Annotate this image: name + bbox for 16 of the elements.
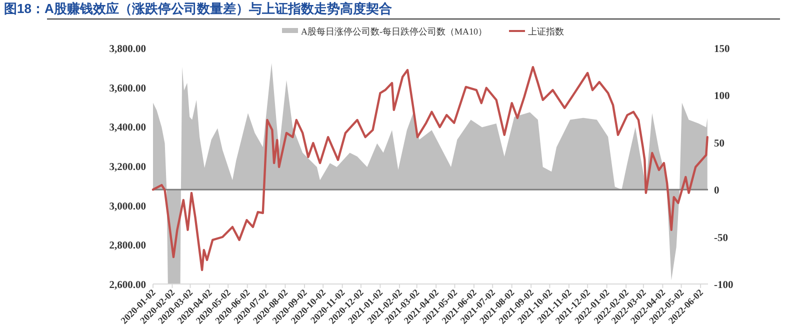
legend-label: 上证指数 [528,26,564,36]
y-tick-label: 3,800.00 [109,44,146,55]
y2-tick-label: -50 [714,232,728,244]
legend-label: A股每日涨停公司数-每日跌停公司数（MA10） [301,26,487,36]
y-tick-label: 3,200.00 [109,162,146,173]
y-tick-label: 2,600.00 [109,280,146,291]
y-tick-label: 3,400.00 [109,122,146,134]
y2-tick-label: 100 [714,91,730,102]
y-tick-label: 2,800.00 [109,240,146,252]
y2-tick-label: 0 [714,186,720,197]
y-tick-label: 3,600.00 [109,83,146,94]
y-tick-label: 3,000.00 [109,201,146,212]
chart-title: 图18：A股赚钱效应（涨跌停公司数量差）与上证指数走势高度契合 [4,1,392,16]
y2-tick-label: -100 [714,280,734,291]
y2-tick-label: 150 [714,44,730,55]
y2-tick-label: 50 [714,138,724,150]
